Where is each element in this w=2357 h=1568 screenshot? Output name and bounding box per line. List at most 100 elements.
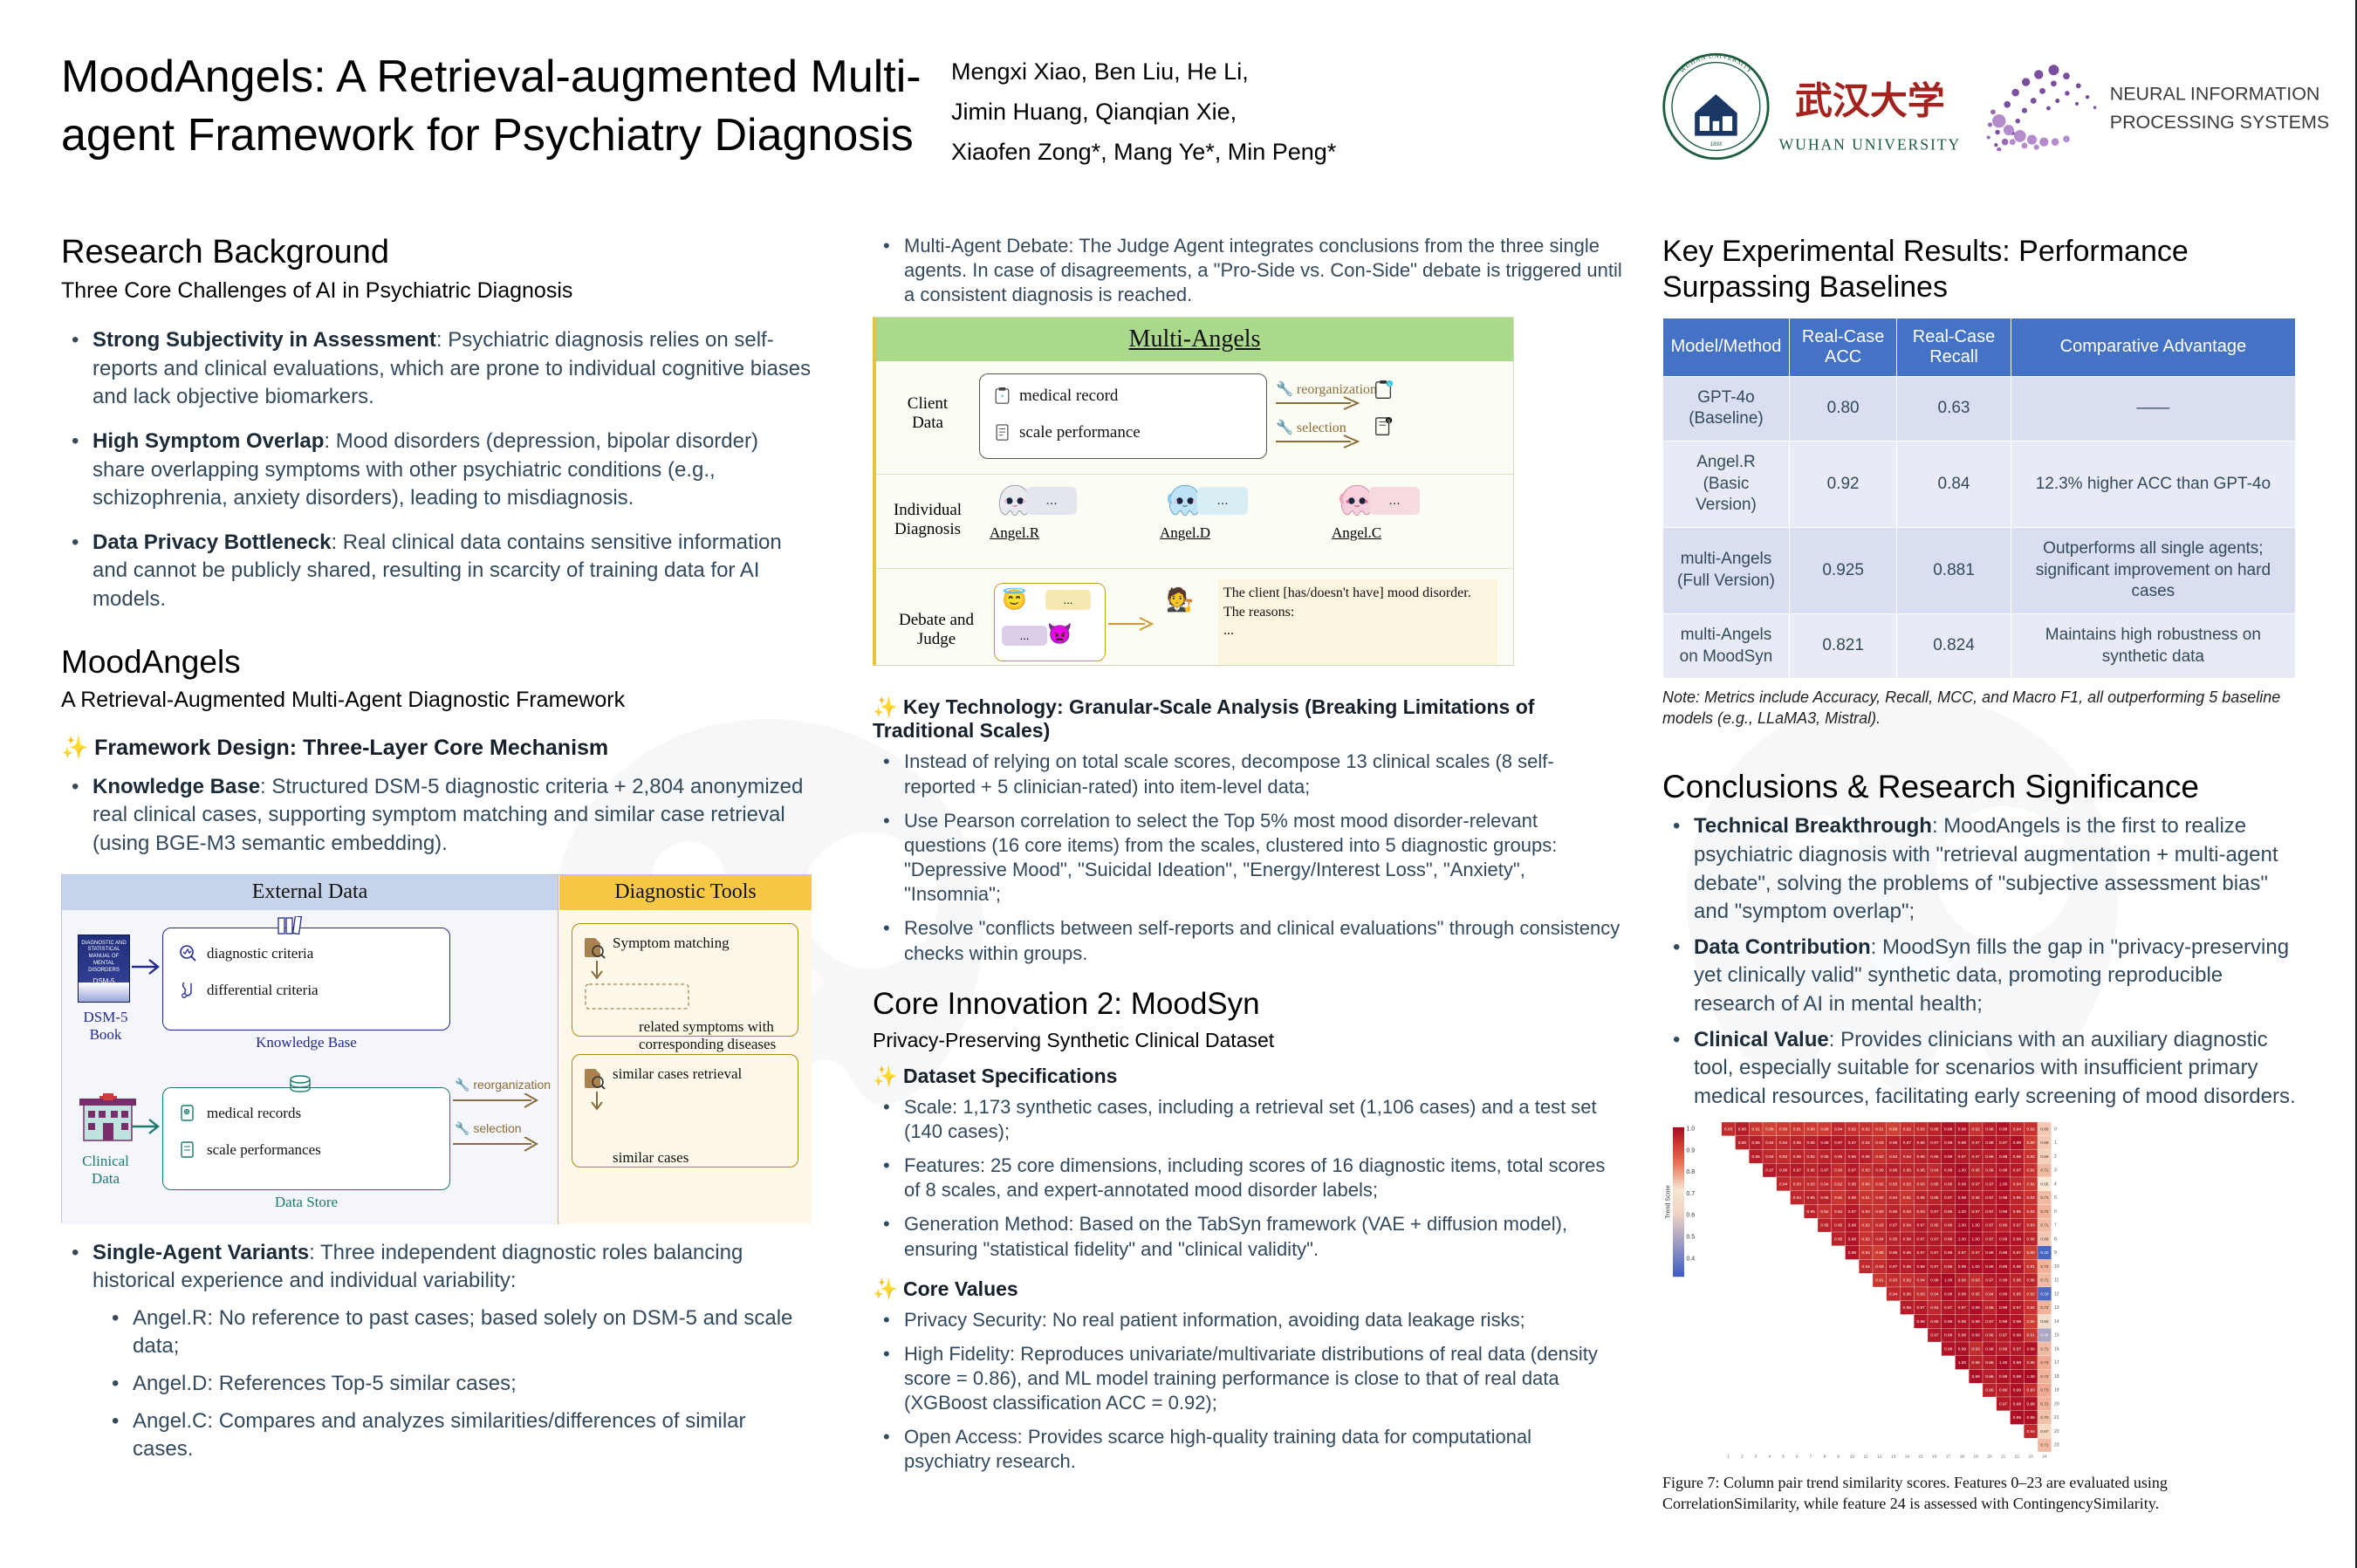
svg-text:0.98: 0.98 [1958, 1318, 1967, 1324]
svg-text:0.99: 0.99 [2013, 1415, 2022, 1421]
svg-text:0.95: 0.95 [1985, 1305, 1994, 1311]
svg-text:NEURAL INFORMATION: NEURAL INFORMATION [2110, 84, 2320, 105]
svg-text:0.97: 0.97 [1930, 1332, 1939, 1338]
svg-text:0.98: 0.98 [1999, 1277, 2008, 1283]
svg-text:0.92: 0.92 [1848, 1126, 1857, 1132]
svg-text:0.95: 0.95 [2013, 1209, 2022, 1214]
svg-text:0.71: 0.71 [2040, 1195, 2049, 1201]
svg-text:1.00: 1.00 [1972, 1236, 1981, 1242]
svg-text:0.97: 0.97 [1930, 1140, 1939, 1146]
svg-text:11: 11 [1864, 1454, 1868, 1459]
svg-text:0.97: 0.97 [1930, 1209, 1939, 1214]
svg-text:0.94: 0.94 [1889, 1195, 1898, 1201]
svg-text:0.90: 0.90 [1820, 1126, 1829, 1132]
svg-text:0.94: 0.94 [1834, 1126, 1843, 1132]
svg-text:0.99: 0.99 [1985, 1250, 1994, 1256]
svg-text:0.99: 0.99 [1944, 1291, 1953, 1297]
svg-text:0.91: 0.91 [1875, 1277, 1884, 1283]
svg-text:0.92: 0.92 [2027, 1209, 2036, 1214]
svg-text:0.65: 0.65 [2040, 1181, 2049, 1187]
svg-text:0.96: 0.96 [1862, 1154, 1871, 1159]
svg-text:1.00: 1.00 [1958, 1222, 1967, 1228]
svg-text:0.4: 0.4 [1686, 1255, 1695, 1262]
svg-text:0.92: 0.92 [1875, 1181, 1884, 1187]
svg-text:0.6: 0.6 [1686, 1211, 1695, 1218]
svg-text:0.96: 0.96 [1999, 1387, 2008, 1393]
svg-text:0.67: 0.67 [2040, 1428, 2049, 1434]
svg-text:0.95: 0.95 [1930, 1195, 1939, 1201]
svg-text:0.97: 0.97 [1820, 1167, 1829, 1173]
svg-text:0.92: 0.92 [1820, 1209, 1829, 1214]
svg-text:0.94: 0.94 [1903, 1154, 1912, 1159]
svg-text:11: 11 [2054, 1277, 2059, 1283]
svg-text:0.91: 0.91 [1875, 1126, 1884, 1132]
svg-text:0.96: 0.96 [1848, 1154, 1857, 1159]
svg-text:0.89: 0.89 [1889, 1126, 1898, 1132]
svg-text:0.32: 0.32 [2040, 1250, 2049, 1256]
svg-text:9: 9 [2054, 1250, 2057, 1256]
svg-text:0.93: 0.93 [2027, 1387, 2036, 1393]
svg-text:2: 2 [2054, 1154, 2057, 1159]
svg-text:0.94: 0.94 [1889, 1291, 1898, 1297]
svg-text:0.94: 0.94 [1862, 1140, 1871, 1146]
svg-text:0.94: 0.94 [1930, 1291, 1939, 1297]
svg-text:武汉大学: 武汉大学 [1795, 80, 1945, 122]
svg-text:0.96: 0.96 [1752, 1154, 1761, 1159]
svg-text:0.98: 0.98 [2013, 1263, 2022, 1269]
svg-text:0.94: 0.94 [1985, 1291, 1994, 1297]
svg-text:0.73: 0.73 [2040, 1360, 2049, 1366]
svg-text:0.99: 0.99 [1958, 1263, 1967, 1269]
svg-text:17: 17 [1946, 1454, 1951, 1459]
svg-text:0.93: 0.93 [1889, 1181, 1898, 1187]
svg-text:0.97: 0.97 [1999, 1140, 2008, 1146]
svg-text:0.98: 0.98 [1917, 1318, 1926, 1324]
svg-text:0.95: 0.95 [1834, 1222, 1843, 1228]
svg-text:0.98: 0.98 [1958, 1332, 1967, 1338]
svg-text:20: 20 [1987, 1454, 1992, 1459]
svg-text:0.91: 0.91 [2027, 1263, 2036, 1269]
svg-text:0.94: 0.94 [2013, 1126, 2022, 1132]
svg-text:0.90: 0.90 [1779, 1126, 1788, 1132]
svg-text:0.8: 0.8 [1686, 1168, 1695, 1175]
svg-text:0.95: 0.95 [1903, 1167, 1912, 1173]
svg-text:0.96: 0.96 [1958, 1277, 1967, 1283]
svg-text:3: 3 [2054, 1167, 2057, 1173]
svg-text:0.97: 0.97 [1930, 1236, 1939, 1242]
svg-text:0.99: 0.99 [1985, 1263, 1994, 1269]
svg-text:0.99: 0.99 [1999, 1263, 2008, 1269]
svg-text:0.97: 0.97 [2013, 1346, 2022, 1352]
svg-text:0.97: 0.97 [1985, 1222, 1994, 1228]
svg-text:24: 24 [2042, 1454, 2047, 1459]
svg-text:0.99: 0.99 [1999, 1305, 2008, 1311]
svg-text:0.91: 0.91 [2027, 1332, 2036, 1338]
svg-text:0.91: 0.91 [1793, 1126, 1802, 1132]
svg-text:0.99: 0.99 [1958, 1195, 1967, 1201]
svg-text:0.92: 0.92 [1903, 1181, 1912, 1187]
svg-text:0.92: 0.92 [2027, 1195, 2036, 1201]
svg-text:Trend Score: Trend Score [1664, 1185, 1671, 1219]
svg-text:0.98: 0.98 [1985, 1346, 1994, 1352]
svg-text:0.60: 0.60 [2040, 1318, 2049, 1324]
svg-text:0.92: 0.92 [1862, 1222, 1871, 1228]
svg-text:0.71: 0.71 [2040, 1167, 2049, 1173]
svg-text:0.97: 0.97 [1985, 1236, 1994, 1242]
svg-text:0.96: 0.96 [1944, 1209, 1953, 1214]
svg-text:0.97: 0.97 [1848, 1167, 1857, 1173]
svg-text:0.97: 0.97 [1889, 1222, 1898, 1228]
svg-text:0.96: 0.96 [1985, 1167, 1994, 1173]
svg-text:0.96: 0.96 [1889, 1250, 1898, 1256]
svg-text:0.97: 0.97 [1930, 1263, 1939, 1269]
svg-text:1.00: 1.00 [1999, 1360, 2008, 1366]
svg-text:+: + [1000, 392, 1004, 400]
svg-text:0.93: 0.93 [1875, 1222, 1884, 1228]
svg-text:0.95: 0.95 [1930, 1181, 1939, 1187]
svg-text:7: 7 [1810, 1454, 1812, 1459]
svg-text:0.99: 0.99 [2027, 1346, 2036, 1352]
svg-text:0.99: 0.99 [2013, 1373, 2022, 1379]
svg-text:0.97: 0.97 [1944, 1195, 1953, 1201]
svg-text:0.97: 0.97 [1944, 1305, 1953, 1311]
svg-text:0.99: 0.99 [1972, 1373, 1981, 1379]
svg-text:0.92: 0.92 [1862, 1250, 1871, 1256]
svg-text:0.97: 0.97 [1917, 1222, 1926, 1228]
svg-text:0.95: 0.95 [1875, 1167, 1884, 1173]
